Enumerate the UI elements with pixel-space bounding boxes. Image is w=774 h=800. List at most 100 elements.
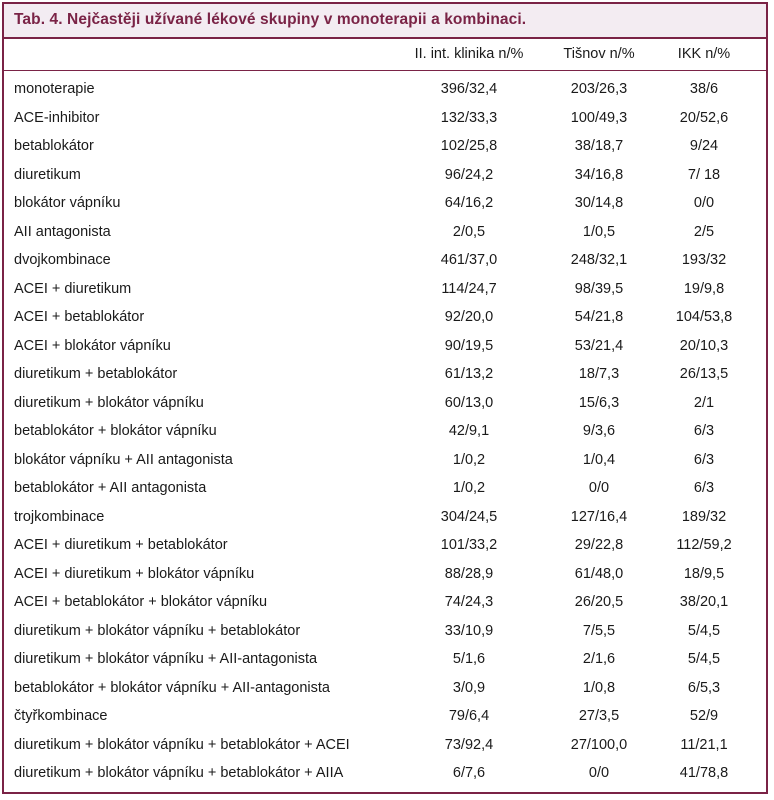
table-row: ACEI + diuretikum + betablokátor 101/33,2…: [4, 532, 766, 561]
cell-ikk: 38/6: [689, 81, 719, 97]
cell-ii-int-klinika: 304/24,5: [440, 508, 498, 525]
cell-tisnov: 26/20,5: [574, 594, 624, 610]
column-header-ii-int-klinika: II. int. klinika n/%: [414, 46, 524, 62]
cell-ikk: 104/53,8: [675, 309, 733, 325]
cell-tisnov: 53/21,4: [574, 337, 624, 354]
cell-tisnov: 203/26,3: [570, 81, 628, 97]
row-label: diuretikum: [14, 166, 81, 183]
cell-tisnov: 9/3,6: [582, 423, 616, 439]
cell-ikk: 9/24: [689, 138, 719, 154]
row-label: monoterapie: [14, 81, 95, 97]
cell-ii-int-klinika: 88/28,9: [444, 565, 494, 582]
cell-ikk: 11/21,1: [680, 736, 728, 753]
row-label: ACEI + diuretikum + blokátor vápníku: [14, 565, 255, 582]
cell-ikk: 6/3: [693, 423, 715, 439]
cell-ikk: 189/32: [681, 508, 727, 525]
table-row: diuretikum + blokátor vápníku + AII-anta…: [4, 646, 766, 675]
cell-ii-int-klinika: 96/24,2: [444, 166, 494, 183]
cell-ii-int-klinika: 79/6,4: [448, 708, 490, 724]
table-row: diuretikum + blokátor vápníku + betablok…: [4, 732, 766, 761]
cell-ikk: 6/3: [693, 451, 715, 468]
cell-tisnov: 1/0,8: [582, 679, 616, 696]
cell-tisnov: 2/1,6: [582, 651, 616, 667]
cell-ikk: 20/52,6: [679, 109, 729, 126]
table-row: blokátor vápníku 64/16,2 30/14,8 0/0: [4, 190, 766, 219]
cell-ii-int-klinika: 33/10,9: [444, 622, 494, 639]
table-row: betablokátor 102/25,8 38/18,7 9/24: [4, 133, 766, 162]
row-label: betablokátor + blokátor vápníku: [14, 423, 217, 439]
row-label: diuretikum + betablokátor: [14, 366, 178, 382]
cell-tisnov: 18/7,3: [578, 366, 620, 382]
column-header-tisnov: Tišnov n/%: [563, 46, 635, 62]
cell-ii-int-klinika: 64/16,2: [444, 195, 494, 211]
cell-ikk: 19/9,8: [683, 280, 725, 297]
cell-tisnov: 27/100,0: [570, 736, 628, 753]
table-row: ACEI + diuretikum 114/24,7 98/39,5 19/9,8: [4, 276, 766, 305]
row-label: diuretikum + blokátor vápníku + betablok…: [14, 622, 301, 639]
cell-ikk: 5/4,5: [687, 622, 721, 639]
cell-ii-int-klinika: 60/13,0: [444, 394, 494, 411]
cell-ii-int-klinika: 61/13,2: [444, 366, 494, 382]
cell-ii-int-klinika: 1/0,2: [452, 451, 486, 468]
cell-ii-int-klinika: 396/32,4: [440, 81, 498, 97]
cell-ikk: 193/32: [681, 252, 727, 268]
table-row: blokátor vápníku + AII antagonista 1/0,2 1…: [4, 447, 766, 476]
row-label: betablokátor + AII antagonista: [14, 480, 207, 496]
cell-tisnov: 38/18,7: [574, 138, 624, 154]
row-label: diuretikum + blokátor vápníku + betablok…: [14, 765, 344, 781]
cell-ii-int-klinika: 3/0,9: [452, 679, 486, 696]
cell-ikk: 0/0: [693, 195, 715, 211]
cell-tisnov: 27/3,5: [578, 708, 620, 724]
cell-tisnov: 7/5,5: [582, 622, 616, 639]
cell-tisnov: 0/0: [588, 765, 610, 781]
table-frame: Tab. 4. Nejčastěji užívané lékové skupin…: [2, 2, 768, 794]
cell-tisnov: 98/39,5: [574, 280, 624, 297]
cell-ii-int-klinika: 102/25,8: [440, 138, 498, 154]
cell-tisnov: 248/32,1: [570, 252, 628, 268]
cell-ii-int-klinika: 461/37,0: [440, 252, 498, 268]
row-label: dvojkombinace: [14, 252, 111, 268]
cell-ii-int-klinika: 114/24,7: [441, 280, 497, 297]
table-row: dvojkombinace 461/37,0 248/32,1 193/32: [4, 247, 766, 276]
table-row: betablokátor + blokátor vápníku 42/9,1 9/3…: [4, 418, 766, 447]
row-label: trojkombinace: [14, 508, 105, 525]
table-row: AII antagonista 2/0,5 1/0,5 2/5: [4, 219, 766, 248]
table-row: diuretikum + blokátor vápníku + betablok…: [4, 618, 766, 647]
row-label: ACE-inhibitor: [14, 109, 100, 126]
table-row: ACE-inhibitor 132/33,3 100/49,3 20/52,6: [4, 105, 766, 134]
cell-tisnov: 100/49,3: [570, 109, 628, 126]
cell-tisnov: 15/6,3: [578, 394, 620, 411]
cell-ikk: 18/9,5: [683, 565, 725, 582]
table-row: trojkombinace 304/24,5 127/16,4 189/32: [4, 504, 766, 533]
table-row: betablokátor + AII antagonista 1/0,2 0/0 6/…: [4, 475, 766, 504]
table-row: diuretikum + blokátor vápníku + betablok…: [4, 760, 766, 789]
cell-ikk: 26/13,5: [679, 366, 729, 382]
cell-ii-int-klinika: 73/92,4: [444, 736, 494, 753]
cell-tisnov: 1/0,4: [582, 451, 616, 468]
cell-ikk: 7/ 18: [687, 166, 721, 183]
row-label: diuretikum + blokátor vápníku: [14, 394, 204, 411]
row-label: diuretikum + blokátor vápníku + betablok…: [14, 736, 350, 753]
cell-ii-int-klinika: 132/33,3: [440, 109, 498, 126]
row-label: ACEI + betablokátor: [14, 309, 145, 325]
row-label: diuretikum + blokátor vápníku + AII-anta…: [14, 651, 318, 667]
column-header-ikk: IKK n/%: [677, 46, 731, 62]
cell-ii-int-klinika: 2/0,5: [452, 223, 486, 240]
row-label: ACEI + betablokátor + blokátor vápníku: [14, 594, 268, 610]
cell-ikk: 41/78,8: [679, 765, 729, 781]
table-body: monoterapie 396/32,4 203/26,3 38/6 ACE-inhib…: [4, 76, 766, 789]
cell-ikk: 38/20,1: [679, 594, 729, 610]
table-row: monoterapie 396/32,4 203/26,3 38/6: [4, 76, 766, 105]
row-label: blokátor vápníku: [14, 195, 121, 211]
table-title: Tab. 4. Nejčastěji užívané lékové skupin…: [14, 11, 527, 28]
row-label: ACEI + diuretikum + betablokátor: [14, 537, 228, 553]
table-row: ACEI + betablokátor 92/20,0 54/21,8 104/53,…: [4, 304, 766, 333]
cell-ikk: 2/1: [693, 394, 715, 411]
cell-ikk: 2/5: [693, 223, 715, 240]
table-row: čtyřkombinace 79/6,4 27/3,5 52/9: [4, 703, 766, 732]
cell-ii-int-klinika: 5/1,6: [452, 651, 486, 667]
cell-ikk: 6/5,3: [687, 679, 721, 696]
cell-tisnov: 29/22,8: [574, 537, 624, 553]
row-label: ACEI + diuretikum: [14, 280, 132, 297]
cell-ikk: 20/10,3: [679, 337, 729, 354]
